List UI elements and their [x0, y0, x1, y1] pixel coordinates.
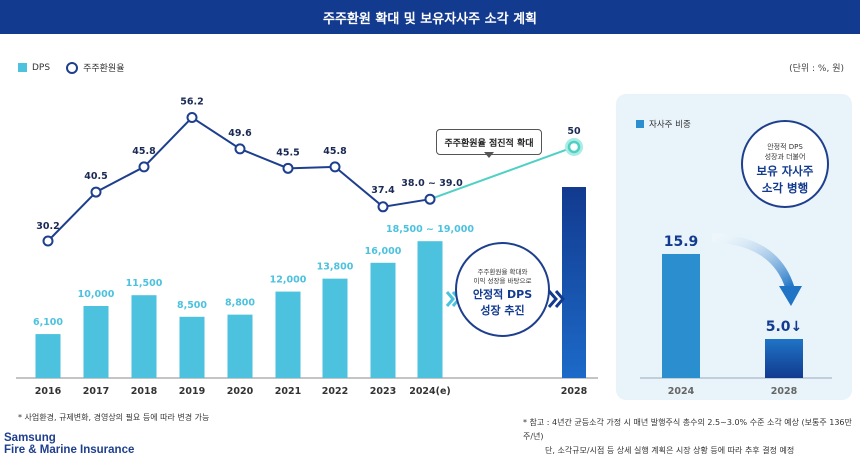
mid-small-2: 이익 성장을 바탕으로 — [473, 277, 532, 285]
ratio-label: 38.0 ~ 39.0 — [401, 178, 463, 189]
x-tick-label: 2028 — [561, 386, 588, 397]
ratio-point — [234, 143, 246, 155]
treasury-bar — [765, 339, 803, 378]
ratio-point — [42, 235, 54, 247]
dps-bar — [370, 262, 396, 378]
unit-label: (단위 : %, 원) — [789, 64, 844, 74]
treasury-legend: 자사주 비중 — [636, 118, 691, 130]
dps-label: 16,000 — [365, 246, 402, 257]
mid-small-1: 주주환원율 확대와 — [477, 268, 528, 276]
ratio-label: 45.5 — [276, 147, 299, 158]
reference-line-2: 단, 소각규모/시점 등 상세 실행 계획은 시장 상황 등에 따라 추후 결정… — [545, 446, 795, 455]
brand-line-1: Samsung — [4, 432, 56, 444]
ratio-label: 45.8 — [323, 146, 347, 157]
callout-tail — [484, 152, 494, 158]
badge-big-2: 소각 병행 — [761, 181, 809, 195]
ratio-point — [282, 162, 294, 174]
ratio-label: 40.5 — [84, 171, 107, 182]
company-logo: Samsung Fire & Marine Insurance — [4, 432, 134, 456]
ratio-label: 37.4 — [371, 185, 395, 196]
x-tick-label: 2016 — [35, 386, 62, 397]
dps-bar — [35, 334, 61, 378]
ratio-label: 30.2 — [36, 221, 59, 232]
brand-line-2: Fire & Marine Insurance — [4, 444, 135, 456]
x-tick-label: 2024(e) — [409, 386, 451, 397]
treasury-legend-label: 자사주 비중 — [649, 120, 691, 130]
dps-legend-label: DPS — [32, 62, 51, 73]
dps-bar — [322, 278, 348, 378]
x-tick-label: 2017 — [83, 386, 109, 397]
badge-small-2: 성장과 더불어 — [764, 153, 806, 161]
mid-big-2: 성장 추진 — [480, 304, 525, 317]
treasury-value-label: 15.9 — [664, 234, 699, 250]
chevron-icon — [554, 290, 565, 308]
dps-bar — [83, 306, 109, 378]
decrease-arrow-head — [779, 286, 802, 306]
x-tick-label: 2018 — [131, 386, 158, 397]
x-tick-label: 2022 — [322, 386, 348, 397]
ratio-point — [329, 161, 341, 173]
x-tick-label: 2023 — [370, 386, 396, 397]
dps-label: 8,800 — [225, 298, 255, 309]
dps-label: 8,500 — [177, 300, 207, 311]
decrease-arrow — [711, 233, 795, 290]
dps-label: 11,500 — [126, 278, 163, 289]
treasury-value-label: 5.0↓ — [766, 319, 803, 335]
ratio-point — [90, 186, 102, 198]
reference-line-1: * 참고 : 4년간 균등소각 가정 시 매년 발행주식 총수의 2.5~3.0… — [523, 418, 852, 441]
ratio-label: 56.2 — [180, 97, 203, 108]
mid-big-1: 안정적 DPS — [472, 288, 533, 301]
dps-bar — [275, 291, 301, 378]
ratio-legend-marker — [66, 61, 79, 74]
treasury-x-label: 2028 — [771, 386, 798, 397]
footnote: * 사업환경, 규제변화, 경영상의 필요 등에 따라 변경 가능 — [18, 413, 210, 422]
badge-small-1: 안정적 DPS — [767, 143, 803, 151]
chart-legend: DPS 주주환원율 — [18, 61, 124, 74]
treasury-x-label: 2024 — [668, 386, 695, 397]
dps-label: 6,100 — [33, 317, 63, 328]
dps-label: 12,000 — [270, 275, 307, 286]
reference-note: * 참고 : 4년간 균등소각 가정 시 매년 발행주식 총수의 2.5~3.0… — [523, 416, 860, 458]
ratio-point — [138, 161, 150, 173]
dps-growth-circle: 주주환원율 확대와 이익 성장을 바탕으로 안정적 DPS 성장 추진 — [455, 242, 550, 337]
dps-label: 18,500 ~ 19,000 — [386, 224, 474, 235]
x-tick-label: 2019 — [179, 386, 205, 397]
dps-bar — [179, 316, 205, 378]
dps-bar — [417, 241, 443, 378]
treasury-legend-swatch — [636, 120, 644, 128]
badge-big-1: 보유 자사주 — [756, 164, 814, 178]
ratio-label: 50 — [567, 126, 581, 137]
ratio-point — [424, 193, 436, 205]
ratio-point — [567, 140, 581, 154]
x-tick-label: 2021 — [275, 386, 301, 397]
ratio-label: 45.8 — [132, 146, 156, 157]
ratio-line-future — [429, 146, 575, 201]
dps-bar — [227, 314, 253, 378]
x-tick-label: 2020 — [227, 386, 254, 397]
ratio-point — [186, 112, 198, 123]
dps-bar-2028 — [562, 187, 586, 378]
dps-label: 13,800 — [317, 262, 354, 273]
dps-bar — [131, 295, 157, 378]
dps-legend-swatch — [18, 63, 27, 72]
ratio-label: 49.6 — [228, 128, 252, 139]
page-title: 주주환원 확대 및 보유자사주 소각 계획 — [0, 0, 860, 34]
treasury-badge: 안정적 DPS 성장과 더불어 보유 자사주 소각 병행 — [741, 120, 829, 208]
treasury-bar — [662, 253, 700, 378]
ratio-point — [377, 201, 389, 213]
ratio-legend-label: 주주환원율 — [83, 64, 125, 74]
chevron-icon — [445, 291, 455, 307]
chevron-icon — [547, 290, 558, 308]
dps-label: 10,000 — [78, 289, 115, 300]
